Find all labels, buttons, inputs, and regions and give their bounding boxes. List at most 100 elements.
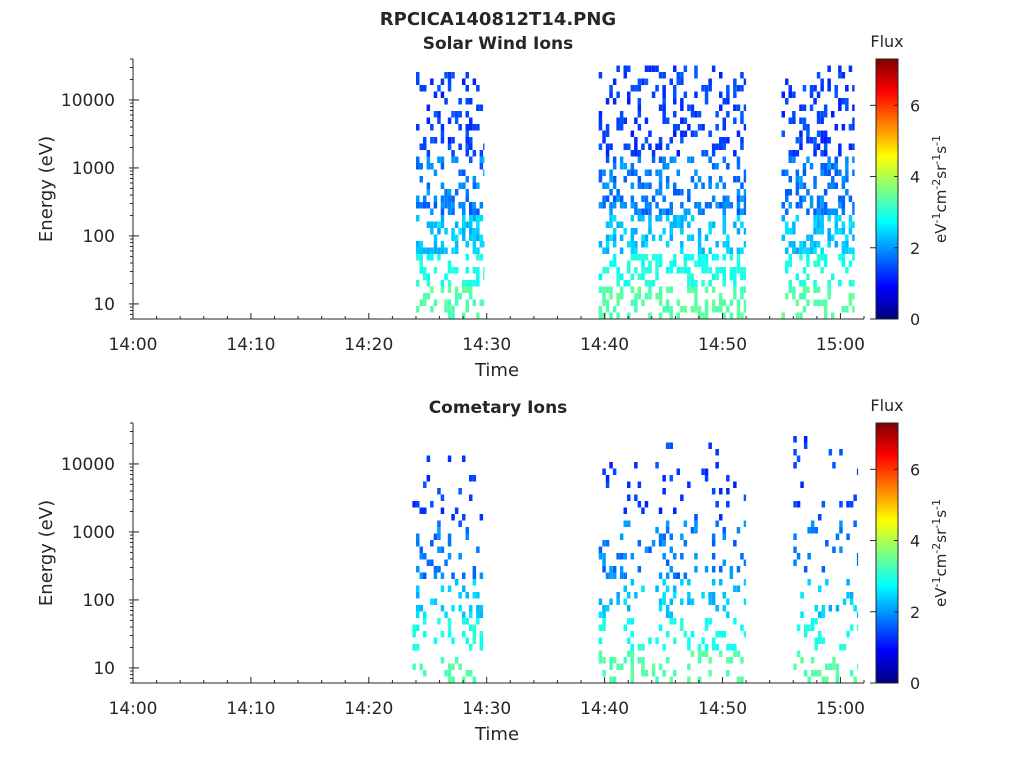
spectrogram-cell bbox=[736, 163, 741, 170]
spectrogram-cell bbox=[644, 182, 649, 189]
spectrogram-cell bbox=[662, 85, 666, 92]
spectrogram-cell bbox=[440, 156, 445, 163]
spectrogram-cell bbox=[834, 215, 838, 222]
spectrogram-cell bbox=[813, 208, 817, 215]
spectrogram-cell bbox=[451, 150, 455, 157]
spectrogram-cell bbox=[419, 176, 423, 183]
spectrogram-cell bbox=[835, 676, 840, 683]
spectrogram-cell bbox=[472, 202, 477, 209]
spectrogram-cell bbox=[665, 631, 670, 638]
spectrogram-cell bbox=[662, 670, 666, 677]
spectrogram-cell bbox=[701, 650, 705, 657]
spectrogram-cell bbox=[426, 104, 431, 111]
spectrogram-cell bbox=[602, 130, 606, 137]
spectrogram-cell bbox=[462, 215, 466, 222]
spectrogram-cell bbox=[827, 215, 831, 222]
spectrogram-cell bbox=[795, 150, 800, 157]
spectrogram-cell bbox=[733, 117, 737, 124]
spectrogram-cell bbox=[726, 98, 730, 105]
spectrogram-cell bbox=[673, 98, 677, 105]
spectrogram-cell bbox=[722, 143, 726, 150]
spectrogram-cell bbox=[616, 293, 620, 300]
spectrogram-cell bbox=[609, 293, 613, 300]
spectrogram-cell bbox=[687, 208, 691, 215]
spectrogram-cell bbox=[483, 169, 485, 176]
spectrogram-cell bbox=[715, 254, 719, 261]
spectrogram-cell bbox=[726, 247, 730, 254]
spectrogram-cell bbox=[719, 137, 723, 144]
spectrogram-cell bbox=[676, 169, 680, 176]
spectrogram-cell bbox=[740, 182, 744, 189]
spectrogram-cell bbox=[831, 208, 835, 215]
spectrogram-cell bbox=[669, 202, 673, 209]
spectrogram-cell bbox=[708, 182, 712, 189]
spectrogram-cell bbox=[729, 273, 734, 280]
spectrogram-cell bbox=[437, 228, 441, 235]
spectrogram-cell bbox=[708, 176, 712, 183]
spectrogram-cell bbox=[419, 163, 423, 170]
spectrogram-cell bbox=[838, 195, 842, 202]
spectrogram-cell bbox=[697, 241, 702, 248]
spectrogram-cell bbox=[602, 566, 606, 573]
spectrogram-cell bbox=[673, 124, 677, 131]
spectrogram-cell bbox=[630, 169, 635, 176]
spectrogram-cell bbox=[623, 585, 627, 592]
spectrogram-cell bbox=[740, 221, 744, 228]
spectrogram-cell bbox=[726, 475, 730, 482]
spectrogram-cell bbox=[740, 267, 744, 274]
spectrogram-cell bbox=[641, 241, 645, 248]
spectrogram-cell bbox=[447, 618, 452, 625]
spectrogram-cell bbox=[743, 124, 747, 131]
spectrogram-cell bbox=[683, 520, 688, 527]
spectrogram-cell bbox=[423, 631, 427, 638]
spectrogram-cell bbox=[736, 104, 741, 111]
spectrogram-cell bbox=[823, 299, 828, 306]
spectrogram-cell bbox=[641, 644, 645, 651]
spectrogram-cell bbox=[630, 182, 635, 189]
spectrogram-cell bbox=[687, 267, 691, 274]
spectrogram-cell bbox=[813, 228, 817, 235]
spectrogram-cell bbox=[687, 280, 691, 287]
spectrogram-cell bbox=[602, 286, 606, 293]
spectrogram-cell bbox=[852, 169, 855, 176]
spectrogram-cell bbox=[634, 85, 638, 92]
colorbar-tick-label: 6 bbox=[910, 96, 920, 115]
spectrogram-cell bbox=[814, 527, 818, 534]
spectrogram-cell bbox=[458, 143, 462, 150]
spectrogram-cell bbox=[412, 624, 416, 631]
spectrogram-cell bbox=[669, 137, 673, 144]
spectrogram-cell bbox=[683, 208, 688, 215]
spectrogram-cell bbox=[726, 306, 730, 313]
spectrogram-cell bbox=[665, 657, 670, 664]
spectrogram-cell bbox=[846, 533, 850, 540]
spectrogram-cell bbox=[447, 663, 452, 670]
spectrogram-cell bbox=[641, 195, 645, 202]
spectrogram-cell bbox=[644, 65, 649, 72]
spectrogram-cell bbox=[701, 124, 705, 131]
spectrogram-cell bbox=[637, 566, 642, 573]
spectrogram-cell bbox=[799, 130, 803, 137]
spectrogram-cell bbox=[694, 514, 698, 521]
spectrogram-cell bbox=[838, 202, 842, 209]
spectrogram-cell bbox=[423, 670, 427, 677]
spectrogram-cell bbox=[788, 241, 792, 248]
spectrogram-cell bbox=[845, 176, 849, 183]
spectrogram-cell bbox=[799, 117, 803, 124]
spectrogram-cell bbox=[609, 572, 613, 579]
spectrogram-cell bbox=[694, 286, 698, 293]
spectrogram-cell bbox=[627, 618, 631, 625]
spectrogram-cell bbox=[852, 85, 855, 92]
spectrogram-cell bbox=[662, 98, 666, 105]
spectrogram-cell bbox=[849, 670, 854, 677]
spectrogram-cell bbox=[623, 176, 627, 183]
spectrogram-cell bbox=[454, 293, 459, 300]
spectrogram-cell bbox=[651, 663, 656, 670]
spectrogram-cell bbox=[694, 520, 698, 527]
spectrogram-cell bbox=[669, 306, 673, 313]
spectrogram-cell bbox=[803, 631, 808, 638]
spectrogram-cell bbox=[454, 221, 459, 228]
spectrogram-cell bbox=[609, 85, 613, 92]
x-tick-label: 14:30 bbox=[462, 699, 511, 719]
spectrogram-cell bbox=[662, 553, 666, 560]
spectrogram-cell bbox=[795, 273, 800, 280]
